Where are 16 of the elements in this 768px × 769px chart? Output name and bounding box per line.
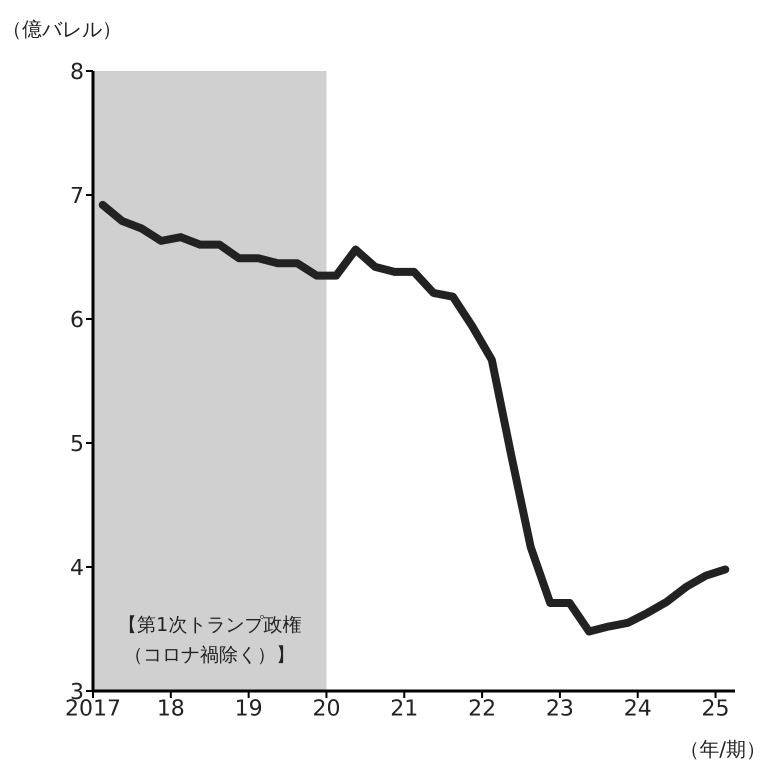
x-tick-label: 18: [156, 696, 185, 722]
x-tick-label: 20: [312, 696, 340, 722]
x-tick-label: 22: [468, 696, 496, 722]
y-tick-label: 5: [70, 432, 84, 457]
x-axis-title: （年/期）: [679, 736, 766, 763]
x-tick-label: 19: [234, 696, 263, 722]
x-tick-label: 21: [390, 696, 418, 722]
x-tick-label: 23: [546, 696, 574, 722]
y-tick-label: 8: [70, 60, 84, 85]
y-tick-label: 4: [70, 556, 84, 581]
y-tick-label: 7: [70, 184, 84, 209]
y-axis-title: （億バレル）: [2, 16, 122, 43]
band-label: 【第1次トランプ政権（コロナ禍除く）】: [118, 614, 302, 666]
x-tick-label: 24: [624, 696, 652, 722]
x-tick-label: 25: [702, 696, 730, 722]
y-tick-label: 6: [70, 308, 84, 333]
